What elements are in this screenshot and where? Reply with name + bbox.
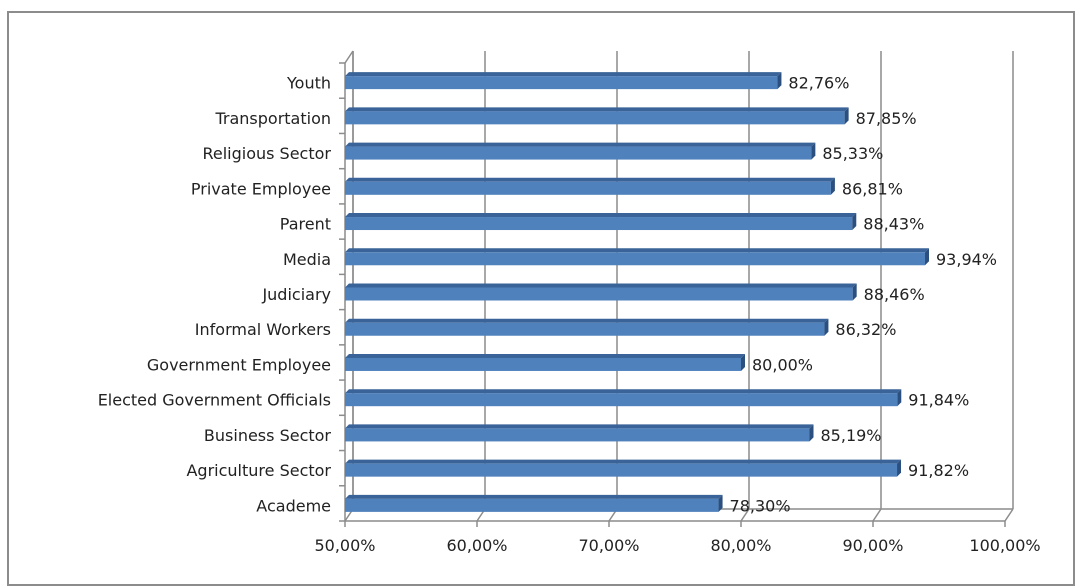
bar-top-face <box>345 248 930 253</box>
data-label: 86,32% <box>835 320 896 339</box>
category-label: Youth <box>286 74 331 93</box>
bar <box>345 142 816 160</box>
bar-front-face <box>345 217 853 231</box>
bar <box>345 283 857 301</box>
x-tick-label: 100,00% <box>969 536 1040 555</box>
bar-top-face <box>345 494 723 499</box>
category-label: Academe <box>256 496 331 515</box>
category-label: Religious Sector <box>202 144 331 163</box>
bar-front-face <box>345 322 825 336</box>
bar-top-face <box>345 72 782 77</box>
bar <box>345 459 902 477</box>
bar-front-face <box>345 428 810 442</box>
bar-front-face <box>345 357 741 371</box>
category-label: Elected Government Officials <box>98 391 331 410</box>
bar-side-face <box>844 107 849 125</box>
bar-side-face <box>925 248 930 266</box>
bars <box>345 72 930 512</box>
labels: 50,00% 60,00% 70,00% 80,00% 90,00% 100,00% You… <box>98 74 1041 555</box>
bar <box>345 177 835 195</box>
floor-gridline <box>740 508 750 522</box>
bar-top-face <box>345 107 849 112</box>
bar-front-face <box>345 111 845 125</box>
data-label: 86,81% <box>842 179 903 198</box>
floor-gridline <box>1004 508 1014 522</box>
data-label: 88,43% <box>863 215 924 234</box>
bar-side-face <box>811 142 816 160</box>
bar-top-face <box>345 283 857 288</box>
bar-side-face <box>897 459 902 477</box>
bar-front-face <box>345 393 898 407</box>
data-label: 82,76% <box>788 74 849 93</box>
bar-top-face <box>345 213 857 218</box>
data-label: 87,85% <box>856 109 917 128</box>
bar <box>345 389 902 407</box>
bar-top-face <box>345 177 835 182</box>
gridlines <box>344 51 1014 522</box>
x-tick-label: 70,00% <box>578 536 639 555</box>
bar-front-face <box>345 463 898 477</box>
bar <box>345 248 930 266</box>
x-tick-label: 50,00% <box>314 536 375 555</box>
bar-side-face <box>809 424 814 442</box>
bar-top-face <box>345 318 829 323</box>
bar-front-face <box>345 498 719 512</box>
category-label: Media <box>283 250 331 269</box>
x-tick-label: 90,00% <box>842 536 903 555</box>
bar-top-face <box>345 424 814 429</box>
category-label: Government Employee <box>147 355 331 374</box>
data-label: 80,00% <box>752 355 813 374</box>
x-tick-label: 60,00% <box>446 536 507 555</box>
bar-side-face <box>718 494 723 512</box>
bar-side-face <box>852 213 857 231</box>
data-label: 91,84% <box>908 391 969 410</box>
bar-front-face <box>345 252 926 266</box>
bar-front-face <box>345 76 778 90</box>
bar-front-face <box>345 181 831 195</box>
bar-side-face <box>824 318 829 336</box>
bar-top-face <box>345 353 745 358</box>
category-label: Transportation <box>214 109 331 128</box>
bar <box>345 494 723 512</box>
bar-side-face <box>741 353 745 371</box>
bar-front-face <box>345 146 812 160</box>
bar <box>345 353 745 371</box>
data-label: 78,30% <box>730 496 791 515</box>
category-label: Parent <box>280 215 331 234</box>
bar <box>345 318 829 336</box>
category-label: Agriculture Sector <box>186 461 331 480</box>
axis-depth-edge <box>344 50 354 64</box>
chart-frame: 50,00% 60,00% 70,00% 80,00% 90,00% 100,00% You… <box>7 11 1075 586</box>
bar-top-face <box>345 389 902 394</box>
bar-side-face <box>830 177 835 195</box>
bar-side-face <box>777 72 782 90</box>
bar <box>345 72 782 90</box>
bar <box>345 424 814 442</box>
category-label: Informal Workers <box>195 320 331 339</box>
bar-top-face <box>345 459 902 464</box>
floor-gridline <box>872 508 882 522</box>
data-label: 93,94% <box>936 250 997 269</box>
bar-side-face <box>897 389 902 407</box>
category-label: Private Employee <box>191 179 331 198</box>
bar-top-face <box>345 142 816 147</box>
data-label: 88,46% <box>864 285 925 304</box>
x-tick-label: 80,00% <box>710 536 771 555</box>
data-label: 85,33% <box>822 144 883 163</box>
bar <box>345 107 849 125</box>
bar-front-face <box>345 287 853 301</box>
category-label: Judiciary <box>261 285 331 304</box>
bar-chart: 50,00% 60,00% 70,00% 80,00% 90,00% 100,00% You… <box>98 50 1041 555</box>
bar <box>345 213 857 231</box>
bar-side-face <box>852 283 857 301</box>
category-label: Business Sector <box>204 426 332 445</box>
data-label: 91,82% <box>908 461 969 480</box>
data-label: 85,19% <box>821 426 882 445</box>
